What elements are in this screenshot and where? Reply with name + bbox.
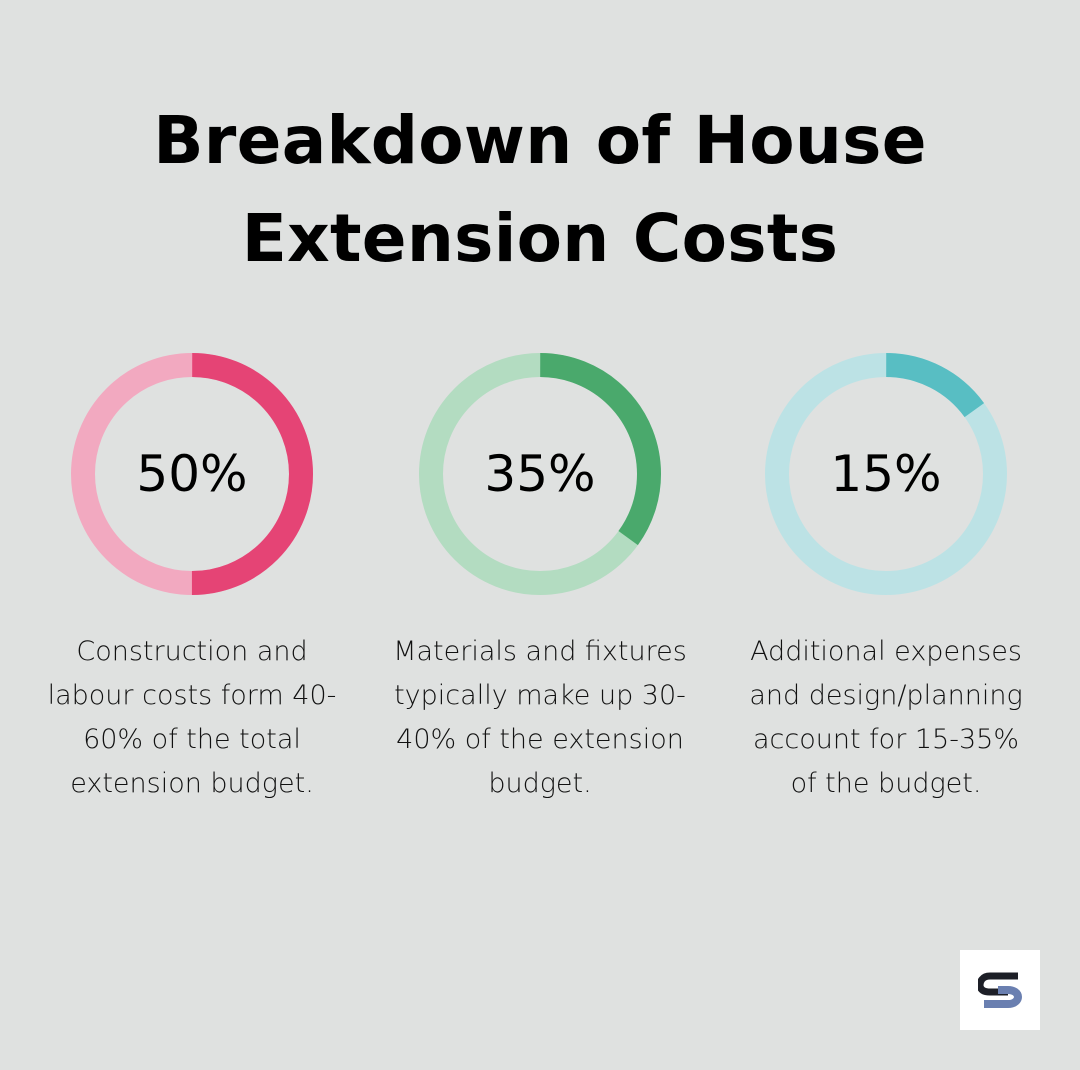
percent-label: 50% [136, 445, 248, 503]
percent-label: 35% [484, 445, 596, 503]
brand-s-logo-icon [978, 972, 1022, 1008]
donut-svg-additional [765, 353, 1007, 595]
description-text: Materials and fixtures typically make up… [393, 636, 687, 799]
chart-title-line-1: Breakdown of House [153, 102, 927, 179]
donut-svg-materials [419, 353, 661, 595]
description-text: Construction and labour costs form 40-60… [47, 636, 337, 799]
donut-chart-additional: 15% [764, 352, 1008, 596]
brand-logo [960, 950, 1040, 1030]
donut-track [765, 353, 1007, 595]
stat-card-construction: 50% Construction and labour costs form 4… [32, 352, 352, 806]
chart-title-line-2: Extension Costs [241, 200, 839, 277]
stat-card-additional: 15% Additional expenses and design/plann… [726, 352, 1046, 806]
chart-title: Breakdown of House Extension Costs [90, 92, 990, 288]
stat-card-materials: 35% Materials and fixtures typically mak… [380, 352, 700, 806]
donut-svg-construction [71, 353, 313, 595]
percent-label: 15% [830, 445, 942, 503]
description-text: Additional expenses and design/planning … [749, 636, 1023, 799]
logo-top-stroke [978, 972, 1018, 996]
donut-slice [419, 353, 661, 595]
donut-chart-materials: 35% [418, 352, 662, 596]
donut-slice [71, 353, 313, 595]
donut-chart-construction: 50% [70, 352, 314, 596]
logo-bottom-stroke [984, 986, 1022, 1008]
